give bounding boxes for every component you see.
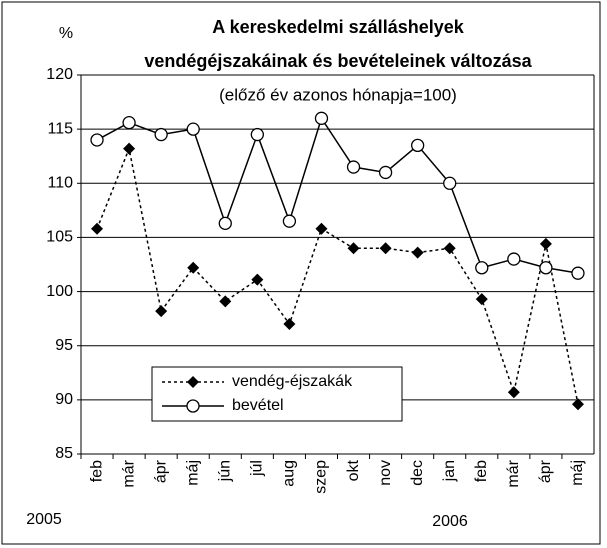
legend-marker <box>186 399 200 413</box>
point <box>411 138 425 153</box>
series-line <box>96 116 579 274</box>
legend: vendég-éjszakák bevétel <box>151 366 403 422</box>
point <box>378 165 393 180</box>
point <box>539 261 553 275</box>
year-label: 2006 <box>432 513 468 530</box>
point <box>250 127 264 142</box>
y-tick-label: 110 <box>47 175 73 192</box>
point <box>186 122 200 136</box>
x-tick-label: már <box>120 459 137 487</box>
chart-note: (előző év azonos hónapja=100) <box>219 85 457 104</box>
x-tick-label: feb <box>88 460 105 482</box>
chart-title: A kereskedelmi szálláshelyek <box>212 17 464 37</box>
chart-subtitle: vendégéjszakáinak és bevételeinek változ… <box>144 51 532 71</box>
point <box>155 305 168 318</box>
point <box>123 142 136 155</box>
x-tick-label: már <box>505 459 522 487</box>
x-tick-label: júl <box>249 460 266 477</box>
point <box>187 261 200 274</box>
point <box>347 242 360 255</box>
y-tick-label: 120 <box>46 66 73 83</box>
x-tick-label: dec <box>409 460 426 486</box>
point <box>379 242 392 255</box>
point <box>283 318 296 331</box>
series-line <box>96 146 579 405</box>
y-tick-label: 95 <box>55 337 73 354</box>
y-tick-label: 85 <box>55 445 73 462</box>
y-axis-label: % <box>59 25 73 42</box>
point <box>507 252 521 266</box>
x-tick-label: ápr <box>537 459 554 483</box>
point <box>218 216 232 231</box>
point <box>411 246 424 259</box>
point <box>571 266 585 280</box>
x-tick-label: aug <box>281 460 298 487</box>
legend-marker <box>187 376 199 388</box>
x-tick-label: jún <box>217 460 234 482</box>
x-tick-label: máj <box>569 460 586 486</box>
y-tick-label: 115 <box>47 120 73 137</box>
y-tick-label: 100 <box>46 283 73 300</box>
point <box>475 293 488 306</box>
x-tick-label: feb <box>473 460 490 482</box>
legend-label: vendég-éjszakák <box>232 373 353 390</box>
x-tick-label: máj <box>184 460 201 486</box>
point <box>315 222 328 235</box>
legend-box <box>151 366 403 422</box>
point <box>91 222 104 235</box>
point <box>346 160 361 174</box>
x-tick-label: okt <box>345 459 362 481</box>
legend-label: bevétel <box>232 397 284 414</box>
point <box>251 273 264 286</box>
point <box>282 214 297 228</box>
y-tick-label: 90 <box>55 391 73 408</box>
x-tick-label: szep <box>313 460 330 494</box>
point <box>539 237 552 250</box>
point <box>314 111 329 125</box>
point <box>507 386 520 399</box>
point <box>219 295 232 308</box>
point <box>443 176 457 190</box>
year-label: 2005 <box>26 511 62 528</box>
x-tick-label: ápr <box>152 459 169 483</box>
point <box>475 261 489 275</box>
point <box>571 398 584 411</box>
point <box>154 127 168 142</box>
y-tick-label: 105 <box>46 229 73 246</box>
point <box>443 242 456 255</box>
x-tick-label: nov <box>377 460 394 486</box>
point <box>122 115 136 130</box>
x-tick-label: jan <box>441 460 458 482</box>
point <box>90 133 104 147</box>
